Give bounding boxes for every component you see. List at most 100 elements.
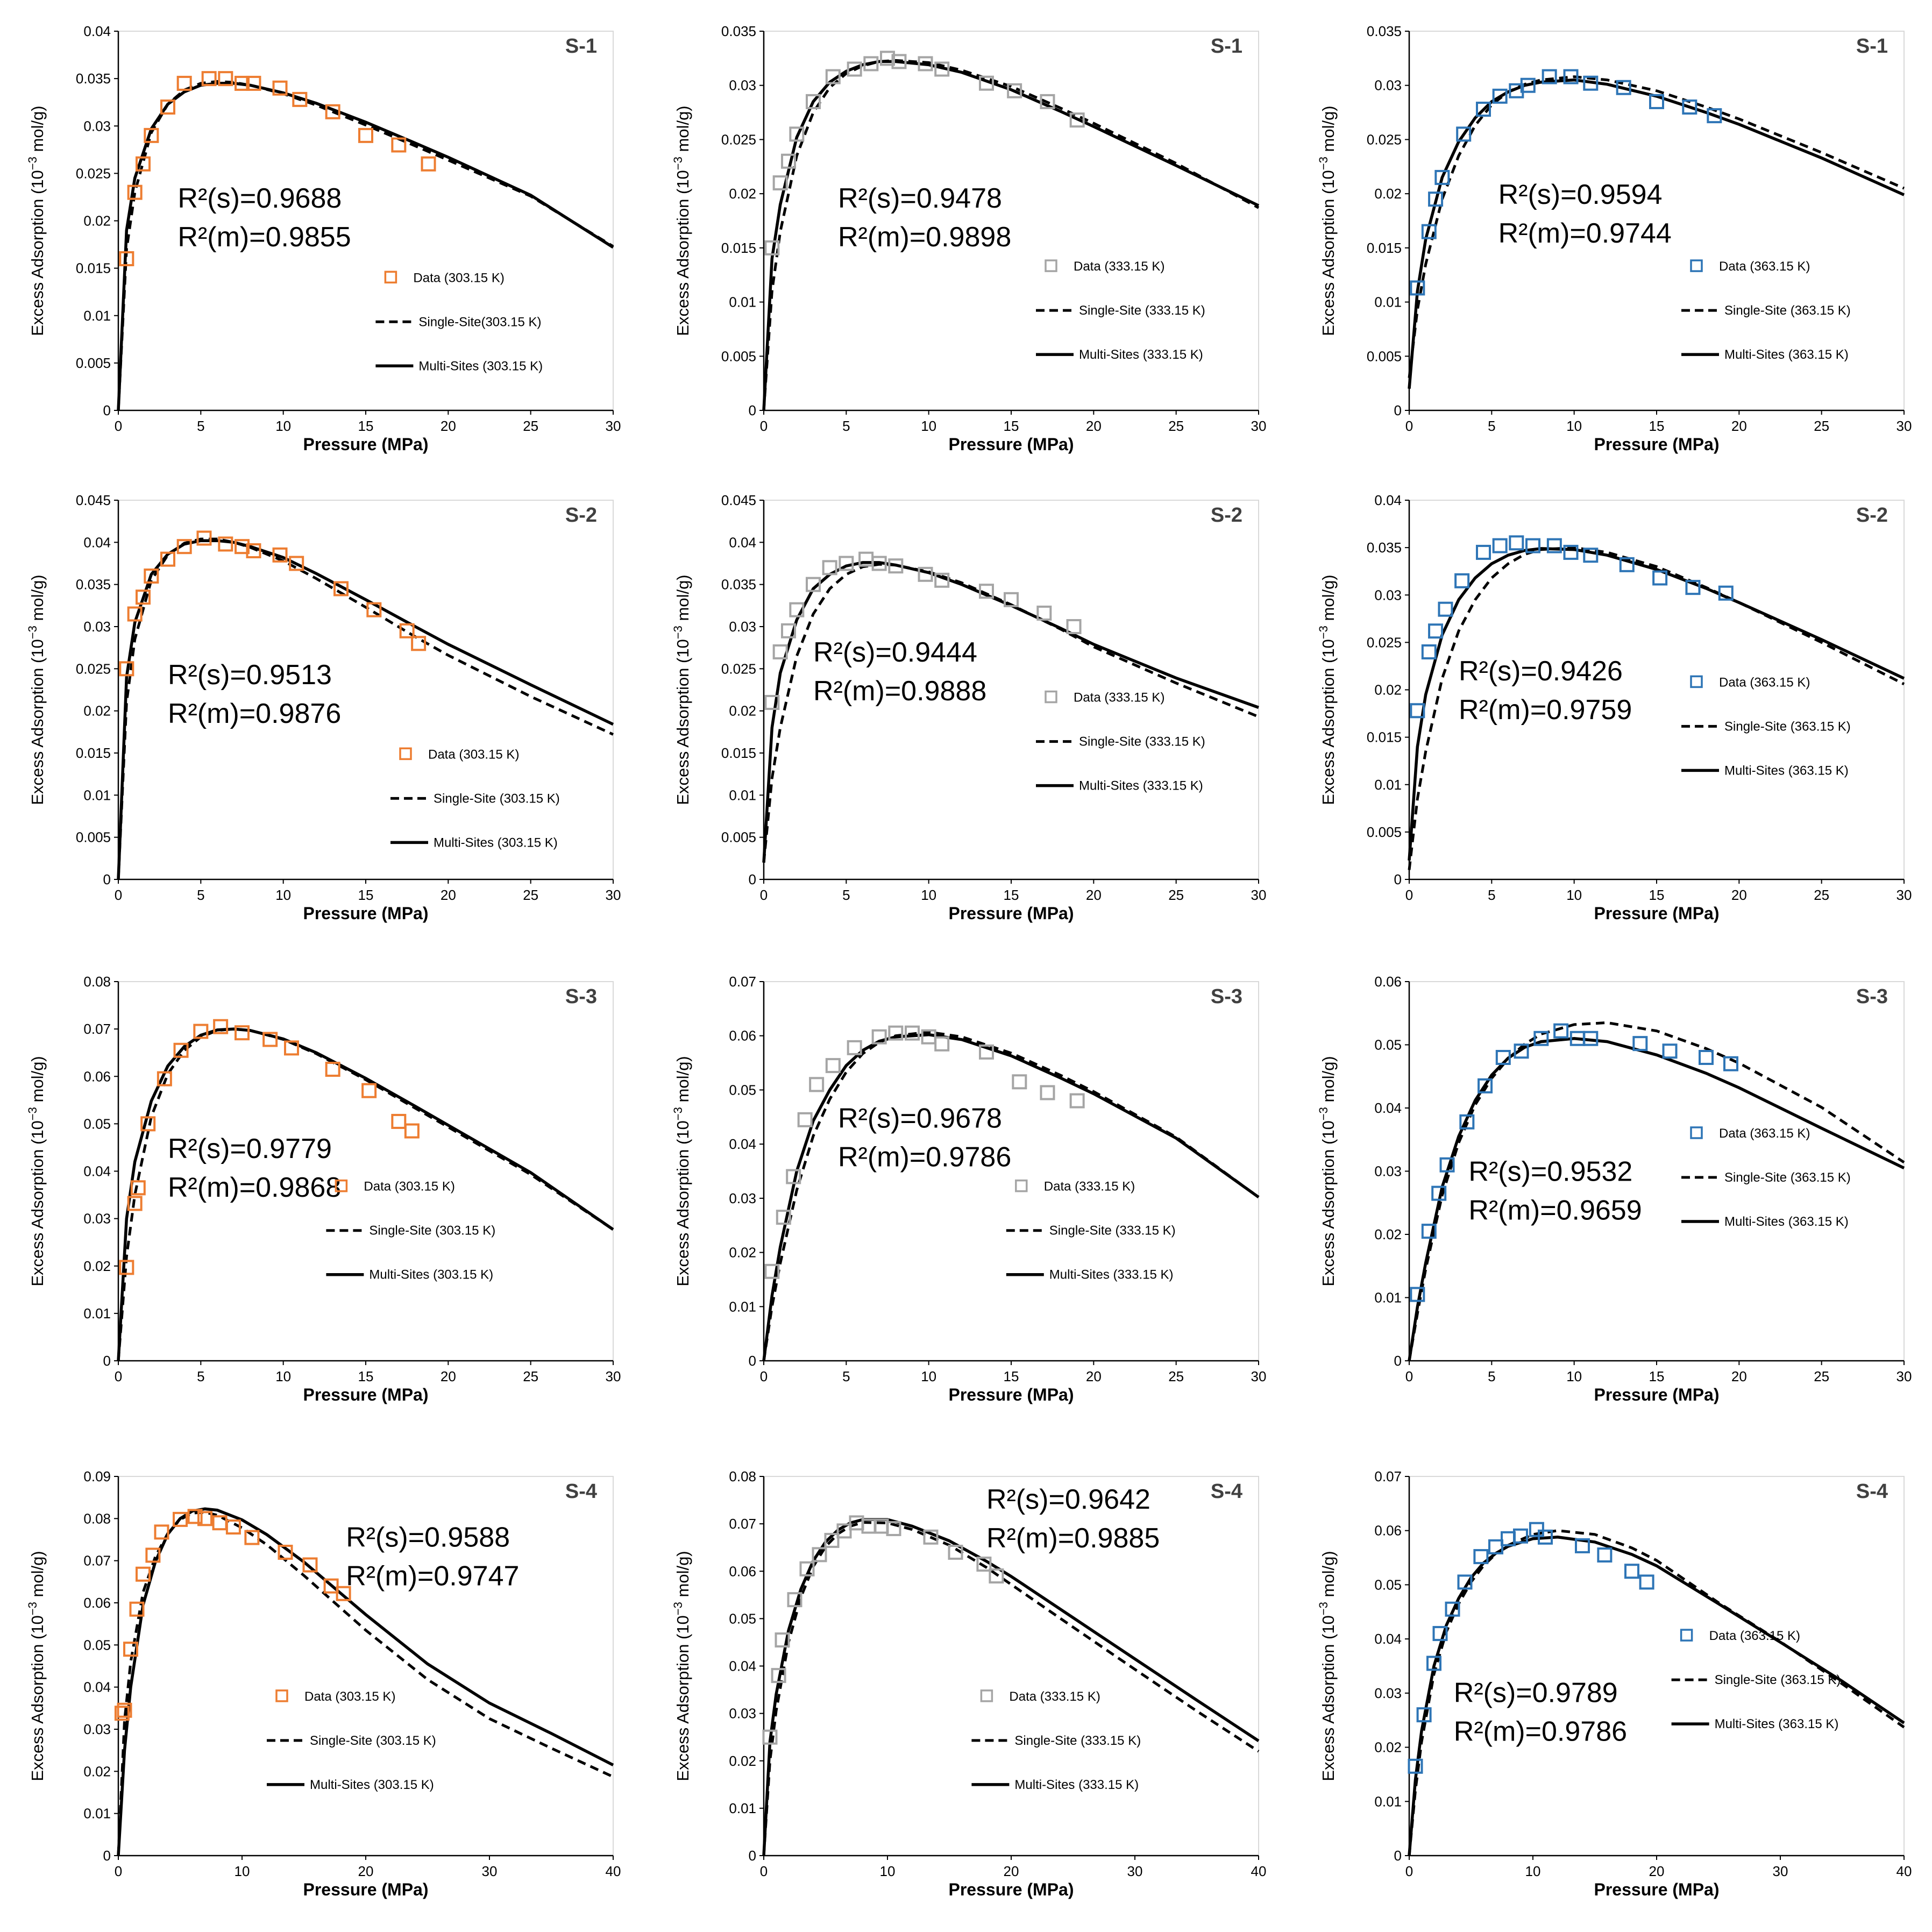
data-point: [886, 1521, 901, 1536]
legend-single-label: Single-Site (333.15 K): [1049, 1224, 1176, 1238]
data-point: [1439, 1157, 1455, 1173]
y-tick-label: 0.07: [729, 974, 756, 990]
legend-data-marker: [1045, 259, 1057, 272]
y-tick-label: 0: [103, 1353, 111, 1369]
data-point: [1533, 1031, 1549, 1046]
r2-multi-text: R²(m)=0.9855: [177, 222, 351, 253]
multi-sites-curve: [1408, 547, 1905, 861]
y-tick-label: 0.02: [83, 1763, 111, 1779]
data-point: [1410, 280, 1425, 296]
data-point: [789, 602, 805, 617]
data-point: [918, 56, 933, 72]
data-point: [775, 1632, 790, 1648]
data-point: [123, 1642, 138, 1657]
y-axis-label: Excess Adsorption (10−3 mol/g): [26, 1056, 47, 1286]
data-point: [325, 104, 340, 119]
data-point: [197, 1511, 212, 1526]
plot-area: [1409, 500, 1905, 880]
sample-label: S-2: [565, 504, 597, 527]
x-tick-label: 10: [921, 418, 936, 434]
x-axis-label: Pressure (MPa): [1594, 1385, 1720, 1404]
data-point: [1553, 1023, 1569, 1039]
y-tick-label: 0.01: [1374, 294, 1402, 310]
data-point: [1583, 548, 1599, 563]
plot-area: [118, 981, 614, 1361]
data-point: [839, 556, 854, 571]
y-tick-label: 0.06: [1374, 1523, 1402, 1539]
legend-multi-label: Multi-Sites (303.15 K): [310, 1778, 434, 1792]
x-tick-label: 25: [1168, 1368, 1184, 1384]
legend-multi-label: Multi-Sites (333.15 K): [1079, 347, 1203, 362]
y-tick-label: 0.07: [729, 1516, 756, 1532]
y-tick-label: 0.05: [83, 1116, 111, 1132]
data-point: [847, 1040, 862, 1055]
x-tick-label: 5: [197, 887, 204, 903]
y-tick-label: 0.01: [83, 787, 111, 803]
data-point: [361, 1083, 377, 1098]
x-tick-label: 25: [1168, 418, 1184, 434]
legend: Data (363.15 K) Single-Site (363.15 K) Mul…: [1681, 259, 1851, 362]
y-tick-label: 0.01: [1374, 1793, 1402, 1809]
y-tick-label: 0.04: [729, 1136, 756, 1152]
r2-single-text: R²(s)=0.9642: [986, 1484, 1150, 1515]
y-tick-label: 0.06: [83, 1068, 111, 1084]
data-point: [806, 94, 821, 109]
legend-data-marker: [384, 271, 397, 283]
data-point: [934, 1036, 950, 1052]
multi-sites-curve: [762, 1033, 1260, 1361]
data-point: [246, 75, 261, 91]
data-point: [764, 240, 780, 255]
data-point: [140, 1116, 156, 1132]
data-point: [976, 1557, 992, 1572]
legend-data-label: Data (303.15 K): [413, 271, 504, 285]
data-point: [201, 71, 217, 87]
y-tick-label: 0.015: [721, 745, 756, 761]
y-axis-label: Excess Adsorption (10−3 mol/g): [671, 1551, 692, 1781]
x-tick-label: 15: [358, 1368, 374, 1384]
legend-data-label: Data (363.15 K): [1709, 1629, 1800, 1643]
data-point: [1408, 1758, 1423, 1774]
x-tick-label: 0: [760, 1863, 768, 1879]
data-point: [119, 661, 134, 677]
data-point: [1488, 1539, 1503, 1554]
r2-single-text: R²(s)=0.9513: [168, 659, 332, 691]
y-tick-label: 0.035: [721, 577, 756, 593]
single-site-curve: [117, 80, 614, 411]
x-tick-label: 20: [1731, 887, 1747, 903]
multi-sites-curve: [762, 1518, 1260, 1856]
x-tick-label: 15: [358, 418, 374, 434]
data-point: [262, 1032, 278, 1047]
multi-sites-curve: [117, 82, 614, 411]
data-point: [173, 1511, 188, 1527]
data-point: [127, 606, 143, 622]
x-tick-label: 10: [275, 887, 291, 903]
legend-single-label: Single-Site (363.15 K): [1724, 303, 1851, 318]
chart-panel: 0 0.005 0.01 0.015 0.02 0.025 0.03 0.035 0.04 0.0…: [671, 492, 1266, 923]
y-tick-label: 0.06: [83, 1595, 111, 1611]
y-tick-label: 0.035: [76, 577, 111, 593]
y-tick-label: 0.045: [721, 492, 756, 508]
single-site-curve: [1408, 1021, 1905, 1361]
x-axis-label: Pressure (MPa): [303, 1385, 429, 1404]
legend-single-label: Single-Site (363.15 K): [1724, 719, 1851, 734]
x-tick-label: 40: [606, 1863, 621, 1879]
y-tick-label: 0.08: [729, 1468, 756, 1484]
data-point: [1563, 69, 1579, 84]
data-point: [323, 1578, 339, 1594]
y-tick-label: 0.03: [83, 619, 111, 635]
x-tick-label: 15: [1649, 418, 1665, 434]
data-point: [1421, 1224, 1437, 1239]
data-point: [948, 1545, 963, 1560]
r2-multi-text: R²(m)=0.9759: [1459, 694, 1632, 726]
y-tick-label: 0.04: [1374, 1100, 1402, 1116]
y-tick-label: 0.03: [729, 619, 756, 635]
data-point: [1457, 1574, 1473, 1590]
legend: Data (363.15 K) Single-Site (363.15 K) Mul…: [1681, 1126, 1851, 1229]
data-point: [847, 61, 862, 77]
x-axis-label: Pressure (MPa): [949, 1385, 1074, 1404]
data-point: [1583, 1031, 1599, 1046]
x-tick-label: 0: [115, 418, 122, 434]
x-tick-label: 0: [760, 418, 768, 434]
data-point: [235, 539, 250, 555]
legend-multi-label: Multi-Sites (303.15 K): [369, 1268, 493, 1282]
